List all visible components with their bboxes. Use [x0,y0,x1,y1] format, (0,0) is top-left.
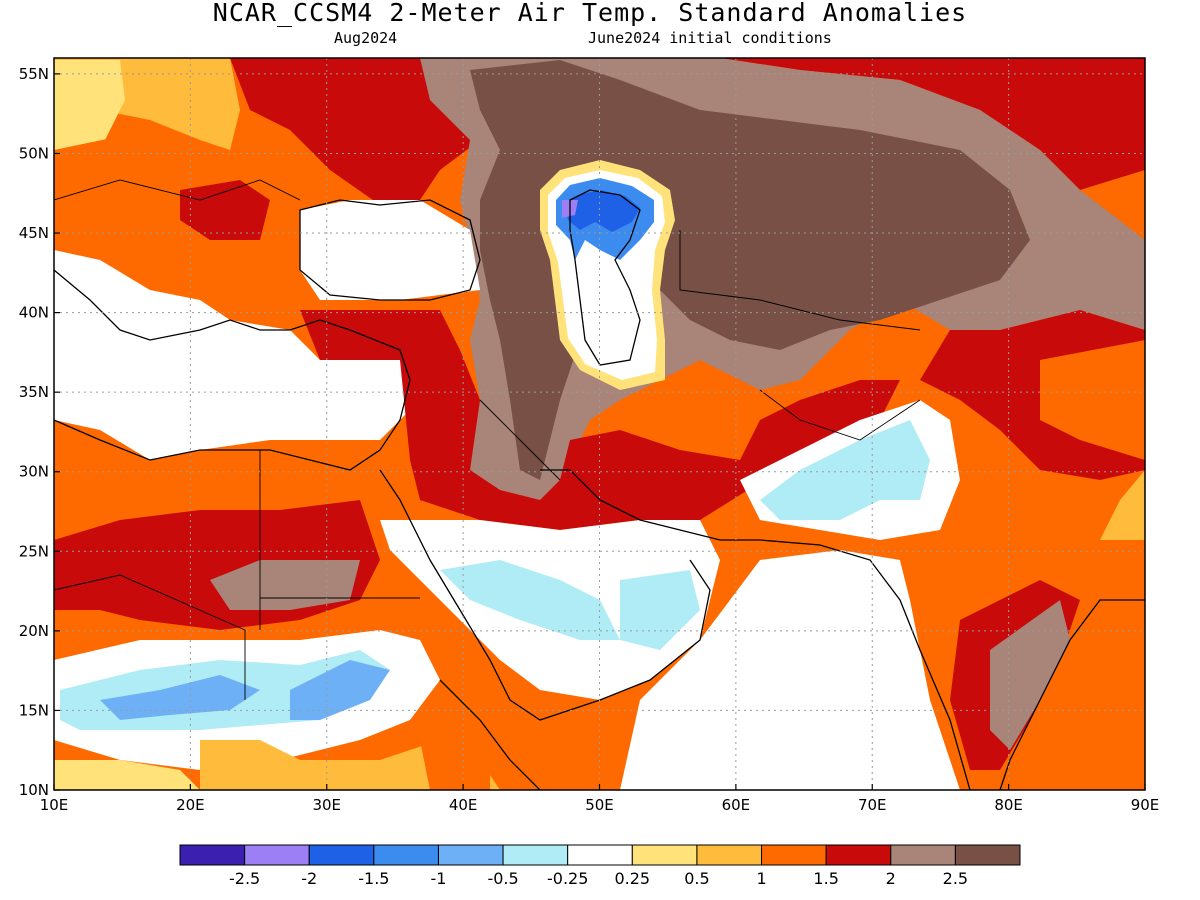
colorbar-label: -2.5 [229,869,260,888]
y-tick-label: 45N [19,224,49,242]
colorbar-swatch [502,844,569,866]
x-tick-label: 90E [1131,796,1160,814]
colorbar-label: 2 [886,869,896,888]
field-anatolia [300,310,460,360]
colorbar-swatch [567,844,633,866]
field-ethiopia-red [420,720,490,790]
colorbar-label: -1 [430,869,446,888]
caspian-coast [569,189,641,366]
field-balkans [54,130,300,300]
y-axis: 10N 15N 20N 25N 30N 35N 40N 45N 50N 55N [19,65,60,799]
y-tick-label: 40N [19,304,49,322]
x-tick-label: 20E [176,796,205,814]
colorbar-swatch [761,844,827,866]
colorbar-swatch [437,844,504,866]
x-tick-label: 30E [312,796,341,814]
field-arabia-cool [440,560,620,640]
field-oman-cool [620,570,700,650]
field-tibet-orange [1040,340,1145,460]
black-sea-coast [299,199,481,301]
x-tick-label: 10E [40,796,69,814]
field-russia-red [230,58,480,205]
x-tick-label: 60E [722,796,751,814]
anomaly-field [54,58,1145,790]
map-title: NCAR_CCSM4 2-Meter Air Temp. Standard An… [212,0,968,27]
y-tick-label: 15N [19,701,49,719]
colorbar-swatch [179,844,246,866]
colorbar-label: 2.5 [943,869,968,888]
borders [54,179,921,700]
field-levant-red [400,350,900,530]
colorbar-label: -2 [301,869,317,888]
gulf-india-coast [540,469,971,790]
colorbar-swatch [954,844,1021,866]
field-mediterranean [54,250,410,460]
y-tick-label: 25N [19,542,49,560]
border-afghanistan [759,389,921,441]
colorbar-label: 0.5 [684,869,709,888]
colorbar-label: 1.5 [813,869,838,888]
border-europe [54,179,301,201]
colorbar-swatch [825,844,892,866]
red-sea-arabia-coast [379,469,711,721]
field-arabian-sea [620,550,960,790]
field-india-brown [990,600,1070,750]
border-central-asia [679,230,921,331]
colorbar: -2.5 -2 -1.5 -1 -0.5 -0.25 0.25 0.5 1 1.5 2 2.5 [179,844,1021,888]
colorbar-swatch [373,844,439,866]
y-tick-label: 55N [19,65,49,83]
colorbar-label: -0.25 [547,869,588,888]
field-siberia-red [720,58,1145,190]
colorbar-label: -1.5 [358,869,389,888]
x-tick-label: 70E [858,796,887,814]
initial-conditions: June2024 initial conditions [588,29,832,47]
grid-lines [54,58,1145,790]
y-tick-label: 50N [19,144,49,162]
field-black-sea [300,200,480,300]
colorbar-label: 0.25 [614,869,650,888]
field-bay-bengal [1100,470,1145,540]
horn-africa-coast [439,679,541,790]
y-tick-label: 35N [19,383,49,401]
field-caspian-darkblue [565,190,640,232]
field-sahara-brown [210,560,360,610]
x-tick-label: 40E [449,796,478,814]
field-europe-yellow [54,60,125,150]
field-balkans-red [180,180,270,240]
y-tick-label: 20N [19,622,49,640]
y-tick-label: 10N [19,781,49,799]
india-east-coast [999,599,1145,790]
field-west-africa [54,760,200,790]
x-tick-label: 80E [994,796,1023,814]
colorbar-swatch [308,844,375,866]
border-libya-chad [54,574,246,700]
y-tick-label: 30N [19,463,49,481]
field-sahel-blue-2 [290,660,390,720]
field-thar-cool [760,420,930,520]
colorbar-swatch [696,844,763,866]
forecast-month: Aug2024 [334,29,398,47]
colorbar-swatch [631,844,698,866]
mediterranean-coast [54,269,411,471]
colorbar-label: 1 [756,869,766,888]
colorbar-label: -0.5 [487,869,518,888]
coastlines [54,189,1145,790]
colorbar-swatch [890,844,956,866]
border-iraq-saudi [479,399,561,481]
colorbar-swatch [244,844,310,866]
field-sahel-blue-1 [100,675,260,720]
x-tick-label: 50E [585,796,614,814]
x-axis: 10E 20E 30E 40E 50E 60E 70E 80E 90E [40,784,1160,814]
